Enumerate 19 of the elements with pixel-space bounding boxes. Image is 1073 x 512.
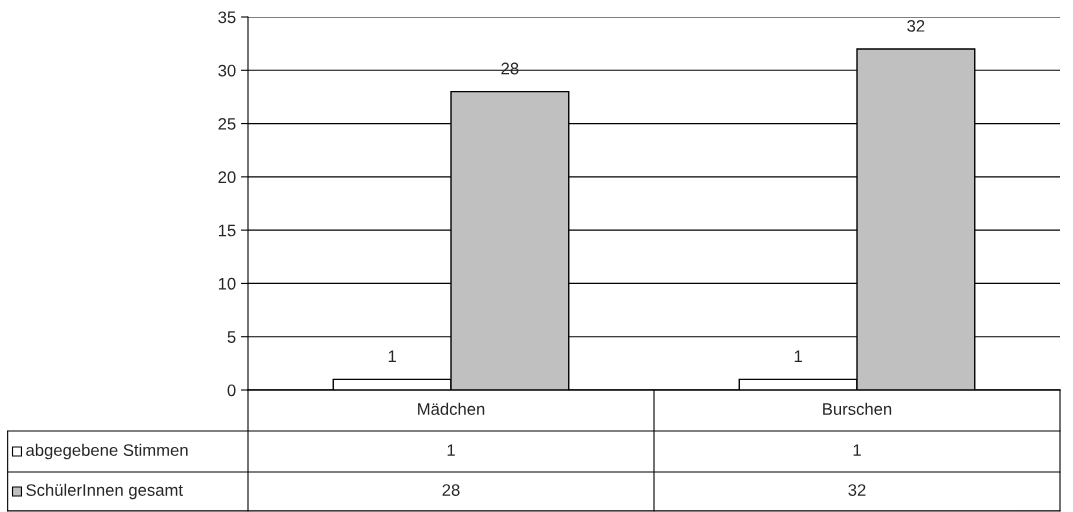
x-tick-label: Burschen xyxy=(823,402,892,415)
x-tick-label: Mädchen xyxy=(418,402,485,415)
legend-label: SchülerInnen gesamt xyxy=(26,483,183,500)
data-label: 32 xyxy=(848,484,866,496)
y-tick-label: 30 xyxy=(218,64,236,77)
data-label: 1 xyxy=(853,444,861,456)
data-label: 1 xyxy=(447,444,455,456)
y-tick-label: 15 xyxy=(218,224,236,237)
text: 1 xyxy=(794,350,802,362)
y-tick-label: 35 xyxy=(218,11,236,24)
text: 1 xyxy=(388,350,396,362)
y-tick-label: 25 xyxy=(218,117,236,130)
y-tick-label: 0 xyxy=(227,384,236,397)
legend-label: abgegebene Stimmen xyxy=(26,443,188,460)
y-tick-label: 5 xyxy=(227,331,236,343)
data-label: 28 xyxy=(442,484,460,496)
y-tick-label: 10 xyxy=(218,277,236,290)
y-tick-label: 20 xyxy=(218,171,236,184)
text: 32 xyxy=(907,19,925,32)
